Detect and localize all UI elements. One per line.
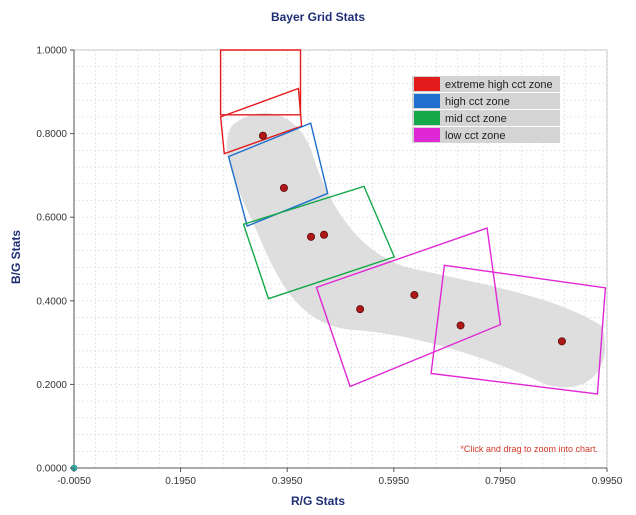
zone-polygons [219, 49, 607, 395]
legend-swatch-0 [414, 77, 440, 91]
legend-label-3: low cct zone [445, 130, 506, 142]
x-tick-label-0: -0.0050 [57, 476, 91, 487]
legend-label-2: mid cct zone [445, 113, 507, 125]
legend-row-bg-1 [412, 93, 560, 109]
data-point-4[interactable] [356, 305, 365, 314]
data-point-7[interactable] [557, 337, 566, 346]
data-point-1[interactable] [279, 183, 288, 192]
x-axis-title: R/G Stats [290, 494, 345, 508]
y-tick-label-2: 0.4000 [36, 296, 67, 307]
y-tick-label-5: 1.0000 [36, 46, 67, 57]
data-point-0[interactable] [258, 131, 267, 140]
data-point-6[interactable] [456, 321, 465, 330]
legend-swatch-1 [414, 94, 440, 108]
legend-swatch-3 [414, 128, 440, 142]
legend-row-bg-2 [412, 110, 560, 126]
y-tick-label-0: 0.0000 [36, 464, 67, 475]
data-point-3[interactable] [320, 230, 329, 239]
y-tick-label-1: 0.2000 [36, 380, 67, 391]
y-tick-label-4: 0.8000 [36, 129, 67, 140]
data-points [258, 131, 566, 346]
zone-low-cct-zone-4 [315, 227, 502, 388]
zone-mid-cct-zone-3 [242, 185, 396, 300]
chart-title: Bayer Grid Stats [270, 10, 366, 24]
x-tick-label-2: 0.3950 [272, 476, 303, 487]
legend-label-1: high cct zone [445, 96, 510, 108]
legend-row-bg-0 [412, 76, 560, 92]
zone-high-cct-zone-2 [227, 122, 329, 227]
legend: extreme high cct zone high cct zone mid cc… [412, 76, 560, 143]
x-tick-label-3: 0.5950 [379, 476, 410, 487]
legend-swatch-2 [414, 111, 440, 125]
data-point-5[interactable] [410, 290, 419, 299]
data-point-2[interactable] [307, 232, 316, 241]
legend-label-0: extreme high cct zone [445, 79, 553, 91]
point-cloud-region [226, 112, 606, 388]
zone-low-cct-zone-5 [430, 264, 607, 395]
x-tick-label-5: 0.9950 [592, 476, 623, 487]
zoom-hint-text: *Click and drag to zoom into chart. [460, 444, 598, 454]
x-tick-label-4: 0.7950 [485, 476, 516, 487]
legend-row-bg-3 [412, 127, 560, 143]
x-tick-label-1: 0.1950 [165, 476, 196, 487]
y-tick-label-3: 0.6000 [36, 213, 67, 224]
zone-extreme-high-cct-zone-1 [219, 87, 303, 155]
